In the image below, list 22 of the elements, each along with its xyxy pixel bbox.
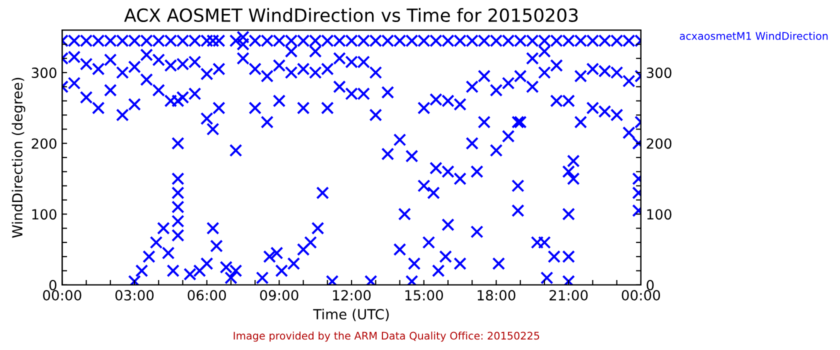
- y-tick-label: 0: [49, 280, 56, 290]
- chart-title: ACX AOSMET WindDirection vs Time for 20150203: [124, 8, 578, 22]
- x-tick-label: 12:00: [333, 290, 371, 301]
- y-tick-label: 300: [32, 68, 56, 78]
- x-tick-label: 15:00: [405, 290, 443, 301]
- x-tick-label: 06:00: [188, 290, 226, 301]
- y2-tick-label: 100: [647, 209, 672, 220]
- x-tick-label: 18:00: [478, 290, 516, 301]
- x-axis-title: Time (UTC): [313, 308, 389, 322]
- y2-tick-label: 200: [646, 138, 672, 149]
- text: acxaosmetM1 WindDirection: [680, 32, 828, 40]
- text: Image provided by the ARM Data Quality Office: 20150225: [234, 332, 540, 342]
- x-tick-label: 00:00: [43, 290, 82, 301]
- y2-tick-label: 300: [646, 68, 672, 78]
- x-tick-label: 03:00: [115, 290, 154, 301]
- x-tick-label: 00:00: [622, 290, 660, 301]
- x-tick-label: 09:00: [260, 290, 298, 301]
- y-tick-label: 200: [32, 138, 56, 149]
- y-axis-title: WindDirection (degree): [12, 78, 26, 238]
- x-tick-label: 21:00: [550, 290, 588, 301]
- y2-tick-label: 0: [646, 280, 654, 290]
- y-tick-label: 100: [32, 209, 56, 220]
